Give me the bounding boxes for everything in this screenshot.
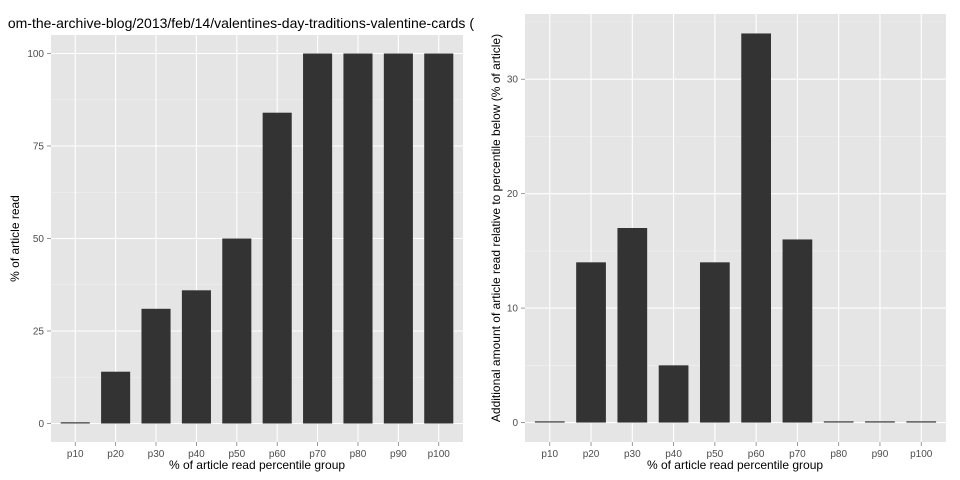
x-tick-label: p30: [624, 449, 641, 460]
y-tick-label: 0: [38, 419, 44, 430]
y-tick-label: 100: [27, 49, 44, 60]
y-tick-label: 75: [33, 142, 45, 153]
x-tick-label: p90: [390, 449, 407, 460]
x-tick-label: p20: [107, 449, 124, 460]
x-tick-label: p70: [309, 449, 326, 460]
bar-p30: [617, 228, 648, 423]
bar-p70: [303, 53, 333, 424]
bar-p10: [534, 421, 565, 423]
right-bars: [534, 33, 937, 423]
y-tick-label: 50: [33, 234, 45, 245]
left-y-ticks: 0 25 50 75 100: [27, 49, 51, 430]
bar-p90: [865, 421, 895, 423]
y-tick-label: 10: [507, 304, 519, 315]
right-x-ticks: p10 p20 p30 p40 p50 p60 p70 p80 p90 p100: [541, 442, 933, 460]
y-tick-label: 20: [507, 189, 519, 200]
bar-p50: [222, 238, 252, 424]
x-tick-label: p10: [67, 449, 84, 460]
y-tick-label: 0: [512, 418, 518, 429]
right-y-axis-label: Additional amount of article read relati…: [489, 34, 503, 422]
bar-p60: [741, 33, 771, 423]
x-tick-label: p100: [910, 449, 933, 460]
bar-p50: [700, 262, 730, 423]
x-tick-label: p20: [583, 449, 600, 460]
right-y-ticks: 0 10 20 30: [507, 75, 525, 429]
left-x-ticks: p10 p20 p30 p40 p50 p60 p70 p80 p90 p100: [67, 442, 450, 460]
bar-p40: [658, 365, 689, 423]
x-tick-label: p60: [269, 449, 286, 460]
bar-p90: [383, 53, 413, 424]
x-tick-label: p100: [428, 449, 451, 460]
bar-p70: [782, 239, 813, 423]
left-x-axis-label: % of article read percentile group: [169, 458, 345, 472]
x-tick-label: p30: [148, 449, 165, 460]
x-tick-label: p40: [665, 449, 682, 460]
x-tick-label: p80: [350, 449, 367, 460]
bar-p10: [60, 422, 90, 424]
bar-p100: [906, 421, 937, 423]
x-tick-label: p60: [748, 449, 765, 460]
x-tick-label: p50: [228, 449, 245, 460]
x-tick-label: p10: [541, 449, 558, 460]
y-tick-label: 30: [507, 75, 519, 86]
right-x-axis-label: % of article read percentile group: [647, 458, 823, 472]
left-chart-title: om-the-archive-blog/2013/feb/14/valentin…: [8, 15, 474, 31]
y-tick-label: 25: [33, 327, 45, 338]
left-bars: [60, 53, 454, 424]
bar-p80: [823, 421, 854, 423]
bar-p60: [262, 112, 292, 424]
x-tick-label: p80: [830, 449, 847, 460]
x-tick-label: p40: [188, 449, 205, 460]
x-tick-label: p90: [872, 449, 889, 460]
x-tick-label: p70: [789, 449, 806, 460]
left-y-axis-label: % of article read: [8, 195, 22, 282]
bar-p20: [101, 371, 131, 424]
bar-p30: [141, 308, 171, 424]
bar-p100: [424, 53, 454, 424]
x-tick-label: p50: [707, 449, 724, 460]
bar-p40: [181, 290, 211, 424]
bar-p20: [576, 262, 606, 423]
bar-p80: [343, 53, 373, 424]
